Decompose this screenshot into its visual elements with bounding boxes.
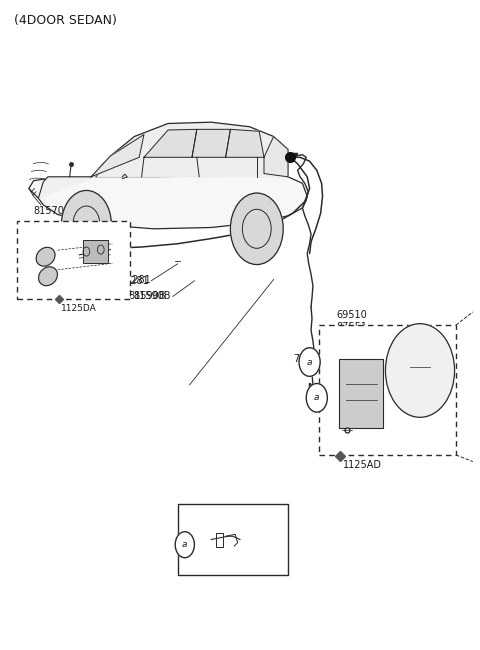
Text: a: a: [314, 393, 320, 402]
Ellipse shape: [36, 248, 55, 266]
FancyBboxPatch shape: [339, 359, 383, 428]
Text: 81590B: 81590B: [133, 291, 170, 302]
Text: a: a: [182, 540, 188, 549]
Text: 81281: 81281: [120, 274, 151, 285]
Text: 1125DA: 1125DA: [61, 304, 97, 313]
Text: 87551: 87551: [336, 322, 367, 332]
Text: 81281: 81281: [118, 276, 149, 286]
FancyBboxPatch shape: [17, 221, 130, 299]
Text: 81590B: 81590B: [128, 291, 166, 301]
Text: a: a: [307, 358, 312, 367]
Text: 81575: 81575: [20, 226, 49, 235]
Text: 69510: 69510: [336, 310, 367, 320]
Polygon shape: [29, 174, 307, 229]
Polygon shape: [38, 156, 110, 198]
Text: 81199: 81199: [214, 540, 247, 550]
Text: 81570A: 81570A: [34, 206, 71, 216]
Polygon shape: [144, 129, 197, 157]
Polygon shape: [91, 135, 144, 177]
FancyBboxPatch shape: [319, 325, 456, 455]
FancyBboxPatch shape: [83, 240, 108, 263]
Circle shape: [306, 384, 327, 412]
Polygon shape: [226, 129, 264, 157]
Polygon shape: [91, 122, 288, 177]
Circle shape: [175, 532, 194, 558]
Circle shape: [385, 324, 455, 417]
Circle shape: [61, 190, 111, 258]
Text: 81275: 81275: [20, 288, 49, 297]
Ellipse shape: [38, 267, 58, 285]
Polygon shape: [192, 129, 230, 157]
Text: (4DOOR SEDAN): (4DOOR SEDAN): [14, 14, 117, 27]
Text: 1125AD: 1125AD: [343, 460, 382, 470]
FancyBboxPatch shape: [178, 504, 288, 575]
Circle shape: [230, 193, 283, 265]
Circle shape: [299, 348, 320, 376]
Polygon shape: [264, 136, 288, 177]
Text: 79552: 79552: [293, 354, 324, 364]
